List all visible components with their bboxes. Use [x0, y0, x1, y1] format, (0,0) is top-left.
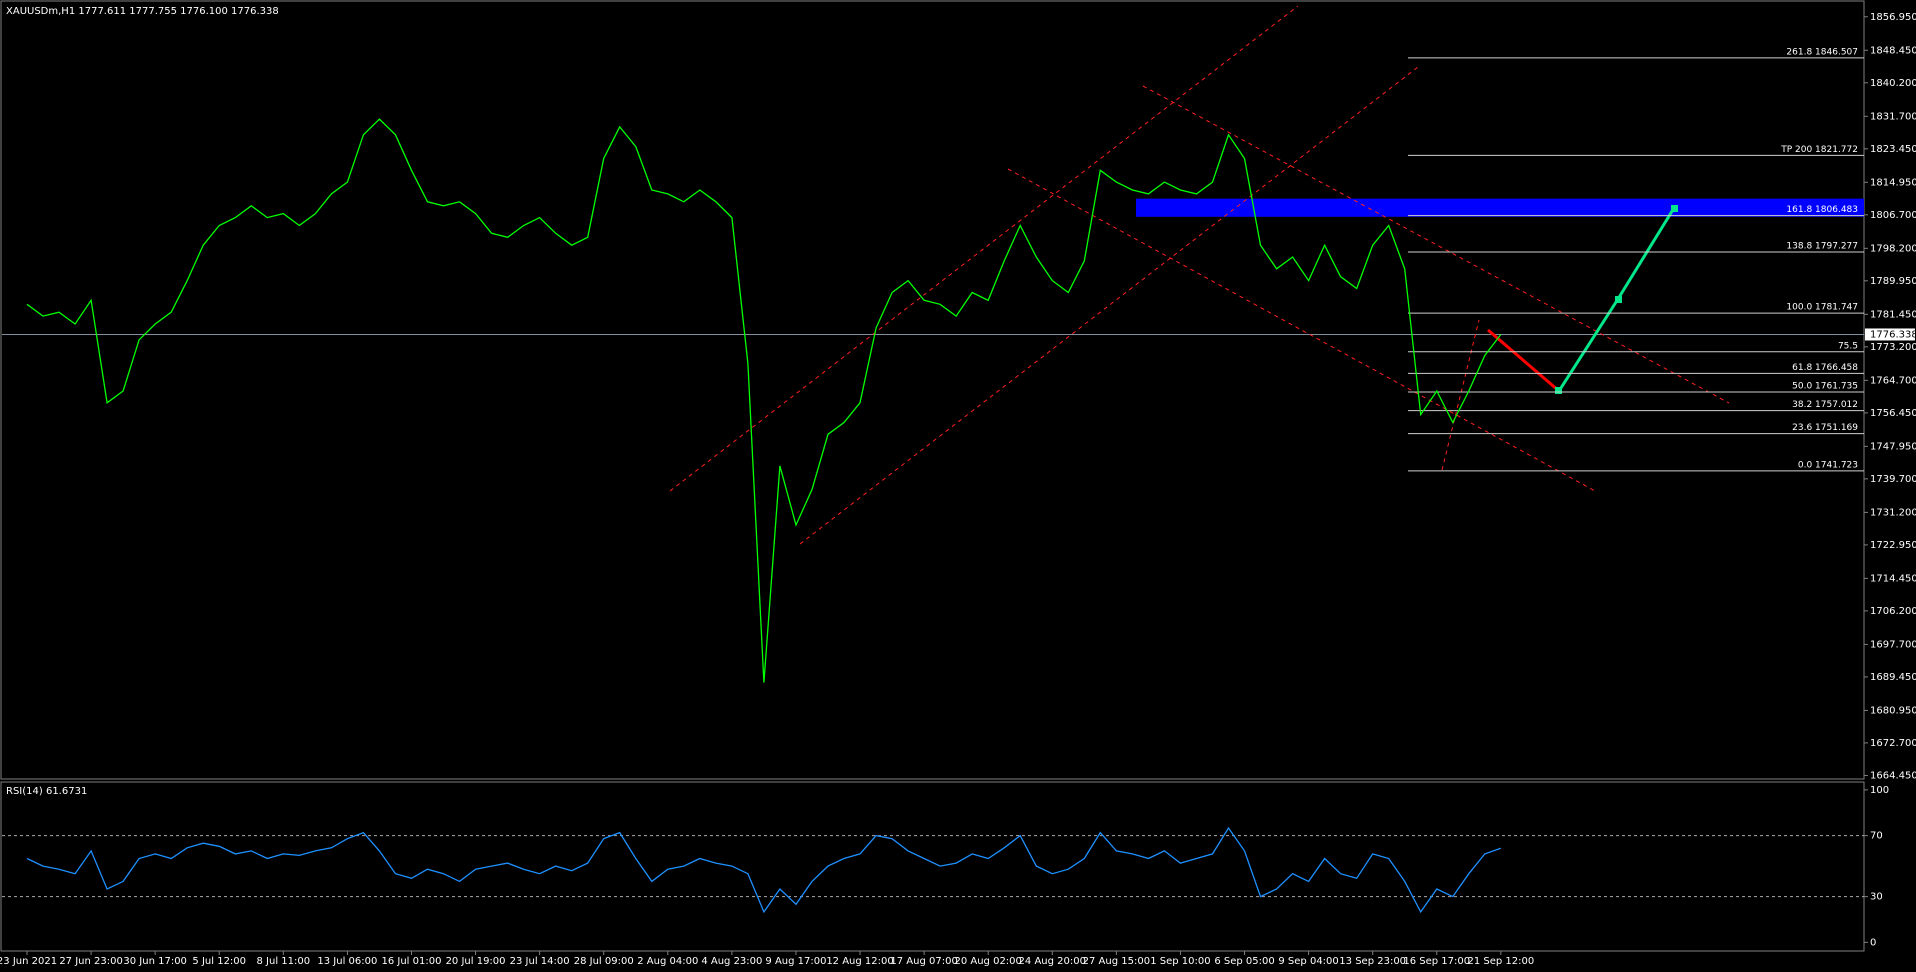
y-tick-label: 1739.700	[1870, 474, 1916, 485]
x-tick-label: 9 Sep 04:00	[1278, 956, 1338, 967]
y-tick-label: 1697.700	[1870, 639, 1916, 650]
x-tick-label: 21 Sep 12:00	[1467, 956, 1534, 967]
y-tick-label: 1789.950	[1870, 276, 1916, 287]
trendline	[1007, 168, 1596, 492]
y-tick-label: 1773.200	[1870, 342, 1916, 353]
x-tick-label: 8 Jul 11:00	[257, 956, 311, 967]
projection-points	[1555, 205, 1678, 394]
price-panel	[0, 0, 1865, 780]
projection-down	[1487, 328, 1560, 393]
y-tick-label: 1714.450	[1870, 573, 1916, 584]
projection-point	[1671, 205, 1678, 212]
trendline	[669, 5, 1299, 492]
fib-label: 138.8 1797.277	[1786, 241, 1858, 251]
x-tick-label: 30 Jun 17:00	[123, 956, 187, 967]
zone	[1136, 198, 1864, 217]
x-tick-label: 9 Aug 17:00	[765, 956, 826, 967]
x-tick-label: 23 Jul 14:00	[510, 956, 570, 967]
rsi-title: RSI(14) 61.6731	[6, 786, 87, 797]
y-tick-label: 1781.450	[1870, 309, 1916, 320]
y-tick-label: 1856.950	[1870, 12, 1916, 23]
y-tick-label: 1806.700	[1870, 210, 1916, 221]
fib-label: 261.8 1846.507	[1786, 47, 1858, 57]
trendline	[1142, 85, 1730, 404]
fib-label: 100.0 1781.747	[1786, 303, 1858, 313]
y-tick-label: 1764.700	[1870, 375, 1916, 386]
price-line	[26, 118, 1502, 683]
x-tick-label: 16 Jul 01:00	[381, 956, 441, 967]
x-tick-label: 2 Aug 04:00	[637, 956, 698, 967]
y-tick-label: 1706.200	[1870, 606, 1916, 617]
y-tick-label: 1747.950	[1870, 441, 1916, 452]
y-tick-label: 1689.450	[1870, 672, 1916, 683]
fib-label: TP 200 1821.772	[1780, 145, 1858, 155]
projection-point	[1615, 296, 1622, 303]
x-tick-label: 12 Aug 12:00	[826, 956, 893, 967]
y-tick-label: 1798.200	[1870, 243, 1916, 254]
y-tick-label: 1722.950	[1870, 540, 1916, 551]
x-tick-label: 17 Aug 07:00	[890, 956, 957, 967]
x-tick-label: 4 Aug 23:00	[701, 956, 762, 967]
fib-label: 161.8 1806.483	[1786, 205, 1858, 215]
y-tick-label: 1680.950	[1870, 705, 1916, 716]
x-tick-label: 20 Aug 02:00	[954, 956, 1021, 967]
fib-label: 50.0 1761.735	[1792, 382, 1858, 392]
y-tick-label: 1823.450	[1870, 144, 1916, 155]
fib-label: 75.5	[1838, 341, 1858, 351]
x-tick-label: 28 Jul 09:00	[574, 956, 634, 967]
fib-label: 0.0 1741.723	[1798, 460, 1858, 470]
x-tick-label: 24 Aug 20:00	[1019, 956, 1086, 967]
y-tick-label: 1831.700	[1870, 111, 1916, 122]
projection-point	[1555, 387, 1562, 394]
y-tick-label: 1756.450	[1870, 408, 1916, 419]
price-line	[26, 826, 1502, 914]
fib-label: 23.6 1751.169	[1792, 423, 1858, 433]
x-tick-label: 27 Aug 15:00	[1083, 956, 1150, 967]
last-price-box	[1865, 328, 1915, 341]
fib-label: 61.8 1766.458	[1792, 363, 1858, 373]
x-tick-label: 27 Jun 23:00	[59, 956, 123, 967]
x-tick-label: 16 Sep 17:00	[1403, 956, 1470, 967]
last-price-label: 1776.338	[1870, 329, 1916, 340]
y-tick-label: 1814.950	[1870, 177, 1916, 188]
fib-label: 38.2 1757.012	[1792, 400, 1858, 410]
trendlines	[669, 5, 1730, 545]
x-tick-label: 5 Jul 12:00	[192, 956, 246, 967]
y-tick-label: 1672.700	[1870, 738, 1916, 749]
y-tick-label: 100	[1870, 785, 1889, 796]
y-tick-label: 1840.200	[1870, 78, 1916, 89]
trendline	[1441, 319, 1480, 471]
x-tick-label: 6 Sep 05:00	[1214, 956, 1274, 967]
rsi-panel	[0, 781, 1865, 952]
x-tick-label: 1 Sep 10:00	[1150, 956, 1210, 967]
x-tick-label: 13 Jul 06:00	[317, 956, 377, 967]
x-tick-label: 20 Jul 19:00	[446, 956, 506, 967]
y-tick-label: 0	[1870, 937, 1876, 948]
y-tick-label: 1731.200	[1870, 507, 1916, 518]
trendline	[799, 66, 1419, 545]
y-tick-label: 1664.450	[1870, 770, 1916, 781]
x-tick-label: 23 Jun 2021	[0, 956, 57, 967]
x-tick-label: 13 Sep 23:00	[1339, 956, 1406, 967]
y-tick-label: 30	[1870, 892, 1883, 903]
y-tick-label: 1848.450	[1870, 45, 1916, 56]
chart-title: XAUUSDm,H1 1777.611 1777.755 1776.100 17…	[6, 6, 279, 17]
y-tick-label: 70	[1870, 831, 1883, 842]
